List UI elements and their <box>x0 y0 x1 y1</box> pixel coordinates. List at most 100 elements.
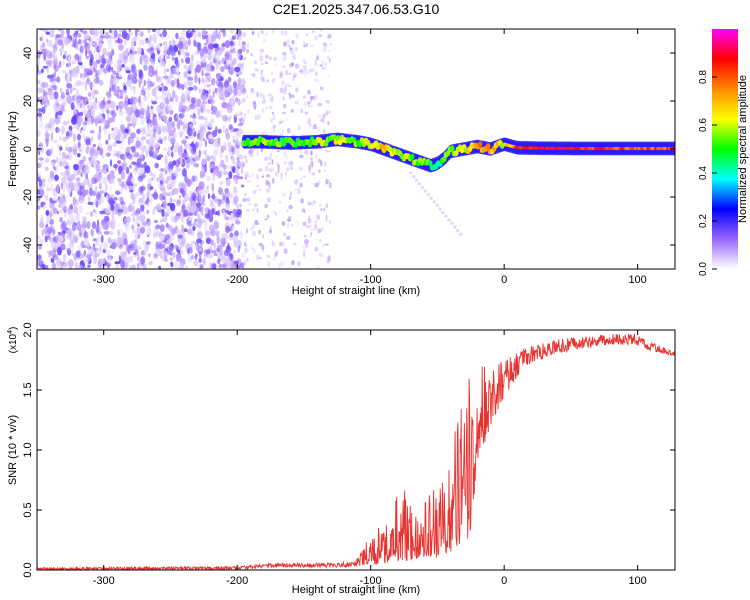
noise-blob <box>226 255 231 263</box>
noise-blob <box>87 201 94 206</box>
noise-blob <box>124 38 127 46</box>
noise-blob <box>82 258 87 264</box>
noise-blob <box>91 29 94 33</box>
noise-blob <box>185 156 191 164</box>
noise-blob <box>170 261 173 266</box>
noise-blob <box>66 208 71 213</box>
noise-blob <box>81 170 84 175</box>
noise-blob <box>173 199 177 203</box>
noise-blob <box>40 120 43 130</box>
noise-blob <box>207 193 211 200</box>
noise-blob <box>75 177 81 182</box>
noise-blob <box>179 260 184 266</box>
noise-blob <box>159 179 163 187</box>
noise-blob <box>304 111 308 115</box>
noise-blob <box>309 157 314 161</box>
noise-blob <box>194 70 197 77</box>
noise-blob <box>129 46 136 50</box>
noise-blob <box>261 77 265 83</box>
noise-blob <box>114 30 117 39</box>
noise-blob <box>264 157 267 161</box>
noise-blob <box>131 183 138 187</box>
noise-blob <box>110 67 114 71</box>
noise-blob <box>145 133 152 137</box>
noise-blob <box>191 231 195 236</box>
noise-blob <box>106 262 110 269</box>
noise-blob <box>275 161 279 167</box>
noise-blob <box>175 212 182 217</box>
noise-blob <box>169 44 173 51</box>
noise-blob <box>303 101 307 107</box>
noise-blob <box>123 154 126 162</box>
noise-blob <box>64 50 67 55</box>
noise-blob <box>152 192 159 200</box>
noise-blob <box>83 250 86 256</box>
noise-blob <box>299 150 303 154</box>
noise-blob <box>113 126 119 132</box>
noise-blob <box>229 225 233 232</box>
noise-blob <box>314 78 318 82</box>
noise-blob <box>181 94 186 99</box>
x-tick-label: 100 <box>628 274 646 286</box>
noise-blob <box>140 30 144 38</box>
snr-line <box>37 333 675 570</box>
noise-blob <box>67 61 71 70</box>
noise-blob <box>130 264 136 269</box>
noise-blob <box>148 260 153 266</box>
noise-blob <box>95 169 102 173</box>
noise-blob <box>208 224 215 232</box>
noise-blob <box>291 260 295 266</box>
noise-blob <box>96 70 101 76</box>
noise-blob <box>273 128 275 134</box>
noise-blob <box>135 141 142 147</box>
noise-blob <box>235 83 242 90</box>
noise-blob <box>263 79 267 83</box>
noise-blob <box>205 108 211 114</box>
noise-blob <box>254 106 256 111</box>
noise-blob <box>109 78 114 87</box>
noise-blob <box>201 164 205 171</box>
noise-blob <box>171 67 176 75</box>
noise-blob <box>204 189 210 194</box>
noise-blob <box>63 209 66 213</box>
noise-blob <box>233 161 239 169</box>
noise-blob <box>244 171 250 176</box>
noise-blob <box>120 260 126 269</box>
noise-blob <box>41 106 46 114</box>
noise-blob <box>260 69 264 76</box>
noise-blob <box>147 201 151 208</box>
noise-blob <box>172 130 175 139</box>
noise-blob <box>101 207 105 212</box>
noise-blob <box>149 34 152 43</box>
noise-blob <box>316 265 320 269</box>
noise-blob <box>132 68 138 75</box>
noise-blob <box>129 97 135 104</box>
noise-blob <box>73 214 80 224</box>
noise-blob <box>210 239 214 246</box>
noise-blob <box>147 29 151 34</box>
noise-blob <box>456 229 460 233</box>
x-tick-label: -100 <box>360 575 382 587</box>
noise-blob <box>78 205 83 214</box>
noise-blob <box>158 95 162 100</box>
noise-blob <box>95 149 101 156</box>
noise-blob <box>237 77 242 85</box>
noise-blob <box>174 168 179 177</box>
noise-blob <box>125 115 132 122</box>
noise-blob <box>145 109 151 118</box>
noise-blob <box>207 33 212 37</box>
noise-blob <box>157 154 164 159</box>
noise-blob <box>229 252 233 257</box>
noise-blob <box>187 80 194 87</box>
noise-blob <box>66 95 73 104</box>
noise-blob <box>240 184 245 188</box>
noise-blob <box>117 33 122 38</box>
noise-blob <box>207 121 213 128</box>
noise-blob <box>317 228 322 234</box>
noise-blob <box>142 79 147 85</box>
noise-blob <box>158 243 165 250</box>
noise-blob <box>308 215 310 221</box>
noise-blob <box>207 52 212 61</box>
noise-blob <box>278 121 282 126</box>
signal-blob <box>449 145 455 152</box>
